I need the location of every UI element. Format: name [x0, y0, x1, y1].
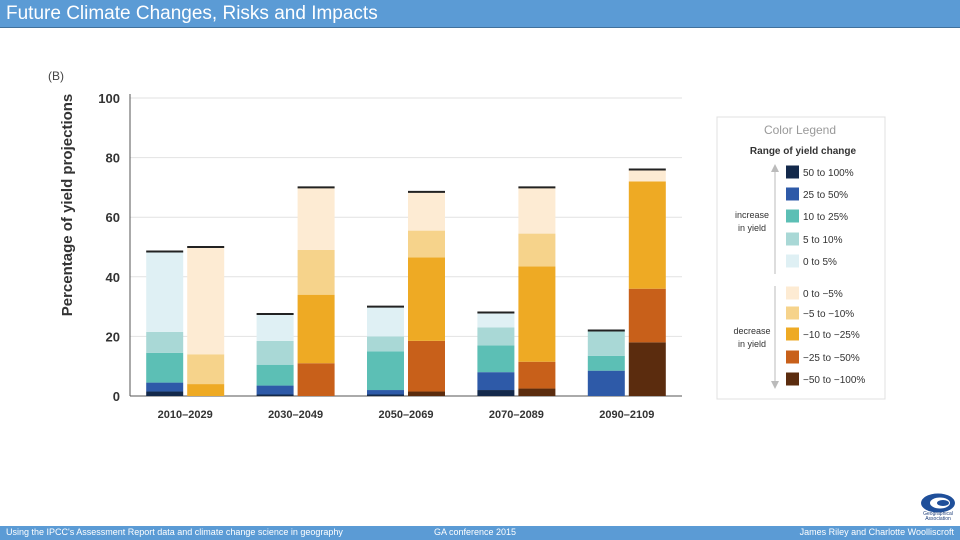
bar-segment: [477, 345, 515, 373]
y-tick-label: 20: [106, 329, 120, 344]
bar-segment: [367, 336, 404, 352]
bar-segment: [408, 191, 445, 231]
legend-decrease-label: in yield: [738, 339, 766, 349]
legend-item-label: 5 to 10%: [803, 235, 843, 246]
legend-swatch: [786, 254, 799, 268]
bar-segment: [297, 294, 335, 364]
bar-segment: [187, 247, 225, 355]
y-tick-label: 100: [98, 91, 120, 106]
legend-title: Color Legend: [764, 123, 836, 137]
legend-swatch: [786, 350, 799, 364]
bar-segment: [367, 306, 404, 337]
bar-segment: [477, 372, 515, 391]
legend-decrease-label: decrease: [733, 326, 770, 336]
bar-segment: [408, 340, 445, 392]
bar-segment: [146, 391, 184, 396]
bar-segment: [146, 251, 184, 332]
legend-swatch: [786, 372, 799, 386]
x-tick-label: 2010–2029: [158, 409, 213, 421]
bar-segment: [297, 187, 335, 250]
bar-segment: [256, 385, 294, 395]
legend-item-label: 0 to 5%: [803, 257, 837, 268]
y-tick-label: 40: [106, 270, 120, 285]
bar-segment: [587, 330, 625, 356]
increase-arrow-icon: [771, 164, 779, 172]
bar-segment: [408, 230, 445, 258]
footer-bar: Using the IPCC's Assessment Report data …: [0, 526, 960, 540]
bar-segment: [477, 312, 515, 328]
bar-segment: [628, 288, 666, 343]
bar-segment: [518, 187, 556, 234]
yield-projection-chart: (B) 0 20 40 60 80 100 Percentage of yield proje…: [48, 69, 886, 421]
legend-swatch: [786, 306, 799, 320]
bar-segment: [297, 249, 335, 295]
bar-segment: [587, 370, 625, 396]
geographical-association-logo-icon: [921, 493, 955, 513]
logo: Geographical Association: [916, 492, 960, 524]
legend-item-label: −5 to −10%: [803, 309, 854, 320]
footer-middle-text: GA conference 2015: [434, 527, 517, 537]
bar-segment: [256, 364, 294, 386]
bar-segment: [146, 382, 184, 392]
bar-segment: [367, 351, 404, 391]
bar-segment: [628, 342, 666, 396]
x-tick-label: 2030–2049: [268, 409, 323, 421]
x-tick-label: 2070–2089: [489, 409, 544, 421]
legend-swatch: [786, 232, 799, 246]
x-tick-label: 2050–2069: [378, 409, 433, 421]
bar-segment: [518, 388, 556, 396]
y-tick-label: 60: [106, 210, 120, 225]
bar-segment: [256, 394, 294, 396]
legend-item-label: −25 to −50%: [803, 353, 860, 364]
legend-swatch: [786, 187, 799, 201]
slide-title: Future Climate Changes, Risks and Impact…: [6, 3, 378, 24]
bar-segment: [367, 390, 404, 395]
y-tick-label: 0: [113, 389, 120, 404]
bar-segment: [297, 363, 335, 396]
bar-segment: [477, 390, 515, 396]
bar-segment: [518, 361, 556, 389]
legend-swatch: [786, 165, 799, 179]
footer-right-text: James Riley and Charlotte Woolliscroft: [799, 527, 954, 537]
y-tick-label: 80: [106, 151, 120, 166]
legend-swatch: [786, 286, 799, 300]
legend-item-label: 25 to 50%: [803, 190, 848, 201]
decrease-arrow-icon: [771, 381, 779, 389]
legend-swatch: [786, 327, 799, 341]
footer-left-text: Using the IPCC's Assessment Report data …: [6, 527, 343, 537]
bar-segment: [628, 181, 666, 289]
legend-increase-label: increase: [735, 210, 769, 220]
bar-segment: [628, 169, 666, 182]
bar-segment: [146, 331, 184, 353]
title-bar: Future Climate Changes, Risks and Impact…: [0, 0, 960, 28]
bar-segment: [367, 394, 404, 396]
bar-segment: [256, 340, 294, 365]
legend-item-label: 10 to 25%: [803, 212, 848, 223]
legend-increase-label: in yield: [738, 223, 766, 233]
bar-segment: [187, 354, 225, 385]
legend-swatch: [786, 209, 799, 223]
bar-segment: [587, 355, 625, 371]
bar-segment: [256, 314, 294, 341]
logo-text: Geographical Association: [923, 511, 953, 522]
y-axis-label: Percentage of yield projections: [59, 94, 76, 317]
legend-item-label: −50 to −100%: [803, 375, 865, 386]
legend-subtitle: Range of yield change: [750, 146, 857, 157]
bar-segment: [518, 266, 556, 362]
legend-box: [716, 116, 886, 400]
legend-item-label: −10 to −25%: [803, 330, 860, 341]
bar-segment: [518, 233, 556, 267]
legend-item-label: 0 to −5%: [803, 289, 843, 300]
bar-segment: [477, 327, 515, 346]
panel-label: (B): [48, 69, 64, 83]
bar-segment: [408, 391, 445, 396]
x-tick-label: 2090–2109: [599, 409, 654, 421]
legend-item-label: 50 to 100%: [803, 168, 854, 179]
bar-segment: [187, 384, 225, 396]
bar-segment: [146, 352, 184, 383]
bar-segment: [408, 257, 445, 341]
